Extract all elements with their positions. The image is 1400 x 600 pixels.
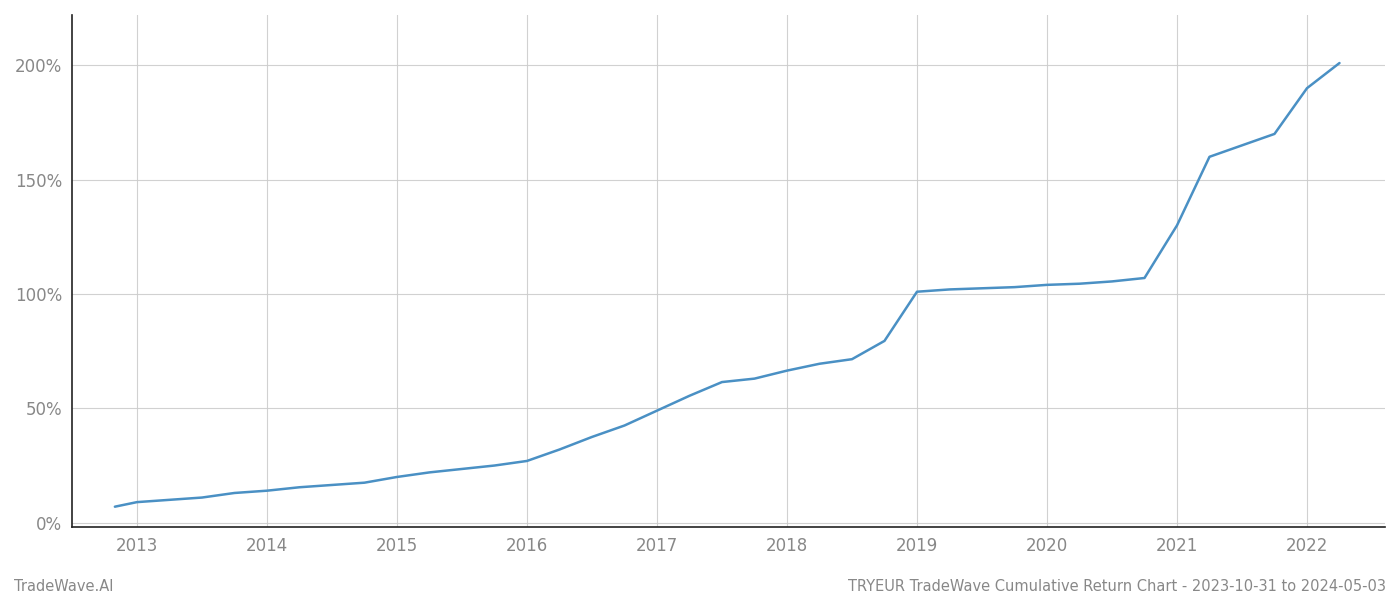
Text: TradeWave.AI: TradeWave.AI xyxy=(14,579,113,594)
Text: TRYEUR TradeWave Cumulative Return Chart - 2023-10-31 to 2024-05-03: TRYEUR TradeWave Cumulative Return Chart… xyxy=(848,579,1386,594)
